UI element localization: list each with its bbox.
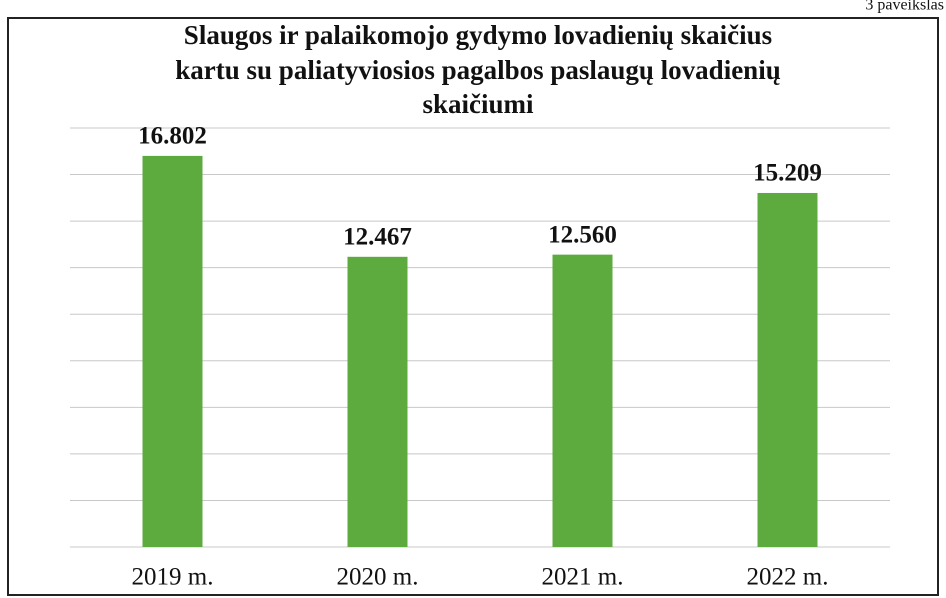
bar (142, 155, 203, 547)
data-label: 15.209 (753, 160, 822, 187)
bar (552, 254, 613, 547)
x-tick-label: 2022 m. (747, 564, 829, 591)
x-tick-label: 2021 m. (542, 564, 624, 591)
bar (757, 192, 818, 548)
bar (347, 256, 408, 547)
x-tick-label: 2020 m. (337, 564, 419, 591)
chart-title: kartu su paliatyviosios pagalbos paslaug… (175, 55, 780, 85)
data-label: 16.802 (138, 123, 207, 150)
data-label: 12.467 (343, 224, 412, 251)
chart-title: skaičiumi (422, 89, 534, 119)
x-tick-label: 2019 m. (132, 564, 214, 591)
corner-note: 3 paveikslas (865, 0, 944, 14)
chart-title: Slaugos ir palaikomojo gydymo lovadienių… (184, 20, 772, 50)
data-label: 12.560 (548, 221, 617, 248)
